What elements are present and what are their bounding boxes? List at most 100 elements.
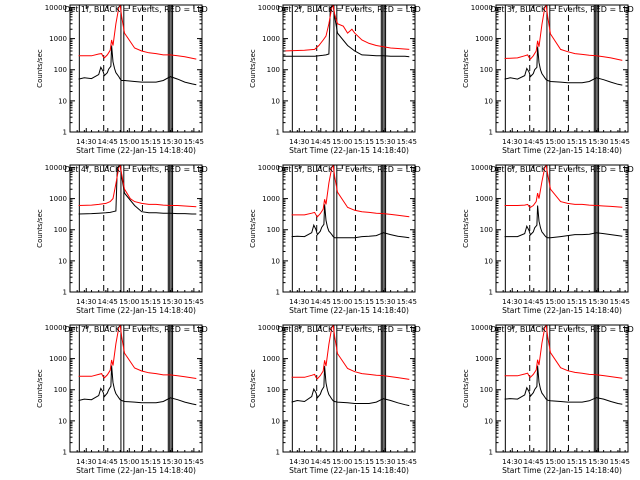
x-axis-label: Start Time (22-Jan-15 14:18:40) xyxy=(289,146,409,155)
y-axis-label: Counts/sec xyxy=(249,369,257,408)
series-line-red xyxy=(504,165,623,209)
x-tick-label: 15:45 xyxy=(184,138,204,146)
plot-frame xyxy=(69,164,203,293)
y-tick-label: 1000 xyxy=(49,195,67,203)
x-tick-label: 14:45 xyxy=(311,298,331,306)
y-tick-label: 10 xyxy=(271,97,280,105)
series-line-red xyxy=(78,325,197,379)
x-tick-label: 15:00 xyxy=(119,138,139,146)
chart-title: Det 4f, BLACK = Events, RED = LLD xyxy=(64,165,208,174)
y-tick-label: 1000 xyxy=(262,35,280,43)
x-tick-label: 15:45 xyxy=(610,298,630,306)
y-axis-label: Counts/sec xyxy=(249,49,257,88)
series-line-black xyxy=(291,204,410,239)
x-axis-label: Start Time (22-Jan-15 14:18:40) xyxy=(502,306,622,315)
x-tick-label: 15:15 xyxy=(141,458,161,466)
x-tick-label: 14:30 xyxy=(289,458,309,466)
chart-title: Det 7f, BLACK = Events, RED = LLD xyxy=(64,325,208,334)
y-tick-label: 1 xyxy=(276,449,280,457)
x-tick-label: 15:15 xyxy=(354,458,374,466)
y-axis-label: Counts/sec xyxy=(462,209,470,248)
y-tick-label: 1000 xyxy=(262,355,280,363)
chart-title: Det 9f, BLACK = Events, RED = LLD xyxy=(490,325,634,334)
chart-panel-7: 1 10 100 1000 10000 14:30 14:45 15:00 15:15 15:30… xyxy=(36,324,208,475)
x-tick-label: 15:30 xyxy=(375,458,395,466)
series-line-black xyxy=(78,365,197,406)
x-tick-label: 15:00 xyxy=(119,458,139,466)
plot-frame xyxy=(69,4,203,133)
y-tick-label: 10 xyxy=(271,417,280,425)
plot-frame xyxy=(282,164,416,293)
x-axis-label: Start Time (22-Jan-15 14:18:40) xyxy=(502,146,622,155)
series-line-black xyxy=(78,165,197,215)
y-axis-label: Counts/sec xyxy=(462,49,470,88)
x-tick-label: 15:00 xyxy=(119,298,139,306)
x-tick-label: 15:30 xyxy=(375,138,395,146)
x-tick-label: 15:30 xyxy=(162,138,182,146)
x-tick-label: 15:15 xyxy=(141,138,161,146)
y-tick-label: 10000 xyxy=(471,4,493,12)
y-tick-label: 10 xyxy=(271,257,280,265)
x-tick-label: 15:00 xyxy=(332,298,352,306)
plot-frame xyxy=(495,164,629,293)
x-axis-label: Start Time (22-Jan-15 14:18:40) xyxy=(76,146,196,155)
chart-panel-9: 1 10 100 1000 10000 14:30 14:45 15:00 15:15 15:30… xyxy=(462,324,634,475)
chart-panel-3: 1 10 100 1000 10000 14:30 14:45 15:00 15:15 15:30… xyxy=(462,4,634,155)
plot-frame xyxy=(282,4,416,133)
y-axis-label: Counts/sec xyxy=(36,49,44,88)
y-axis-label: Counts/sec xyxy=(462,369,470,408)
x-tick-label: 14:30 xyxy=(76,458,96,466)
x-tick-label: 15:30 xyxy=(588,298,608,306)
chart-panel-5: 1 10 100 1000 10000 14:30 14:45 15:00 15:15 15:30… xyxy=(249,164,421,315)
y-tick-label: 1 xyxy=(489,449,493,457)
y-tick-label: 1 xyxy=(276,289,280,297)
y-tick-label: 10000 xyxy=(45,164,67,172)
series-line-black xyxy=(504,205,623,239)
y-tick-label: 10000 xyxy=(45,4,67,12)
y-tick-label: 100 xyxy=(480,66,493,74)
x-tick-label: 15:00 xyxy=(545,458,565,466)
x-tick-label: 15:15 xyxy=(567,298,587,306)
chart-panel-6: 1 10 100 1000 10000 14:30 14:45 15:00 15:15 15:30… xyxy=(462,164,634,315)
y-tick-label: 100 xyxy=(267,386,280,394)
y-tick-label: 10000 xyxy=(258,164,280,172)
y-axis-label: Counts/sec xyxy=(36,369,44,408)
x-tick-label: 15:15 xyxy=(141,298,161,306)
series-line-black xyxy=(283,5,410,58)
x-tick-label: 15:00 xyxy=(332,138,352,146)
x-tick-label: 14:45 xyxy=(98,298,118,306)
y-tick-label: 1 xyxy=(489,129,493,137)
y-tick-label: 1 xyxy=(63,449,67,457)
series-line-black xyxy=(291,365,410,407)
chart-title: Det 1f, BLACK = Events, RED = LLD xyxy=(64,5,208,14)
x-tick-label: 14:45 xyxy=(311,138,331,146)
x-tick-label: 15:30 xyxy=(588,458,608,466)
y-tick-label: 1000 xyxy=(49,355,67,363)
x-tick-label: 15:45 xyxy=(397,138,417,146)
chart-panel-2: 1 10 100 1000 10000 14:30 14:45 15:00 15:15 15:30… xyxy=(249,4,421,155)
chart-panel-4: 1 10 100 1000 10000 14:30 14:45 15:00 15:15 15:30… xyxy=(36,164,208,315)
x-tick-label: 15:15 xyxy=(567,138,587,146)
x-tick-label: 15:45 xyxy=(397,298,417,306)
x-axis-label: Start Time (22-Jan-15 14:18:40) xyxy=(502,466,622,475)
series-line-red xyxy=(291,165,410,218)
y-tick-label: 1000 xyxy=(49,35,67,43)
y-tick-label: 10 xyxy=(58,97,67,105)
x-tick-label: 15:15 xyxy=(354,298,374,306)
y-tick-label: 10 xyxy=(484,97,493,105)
y-tick-label: 100 xyxy=(480,226,493,234)
x-tick-label: 14:30 xyxy=(502,138,522,146)
x-tick-label: 14:45 xyxy=(311,458,331,466)
x-axis-label: Start Time (22-Jan-15 14:18:40) xyxy=(76,306,196,315)
x-tick-label: 14:30 xyxy=(76,138,96,146)
plot-frame xyxy=(69,324,203,453)
plot-frame xyxy=(495,4,629,133)
chart-title: Det 8f, BLACK = Events, RED = LLD xyxy=(277,325,421,334)
chart-panel-1: 1 10 100 1000 10000 14:30 14:45 15:00 15:15 15:30… xyxy=(36,4,208,155)
x-tick-label: 14:30 xyxy=(289,138,309,146)
plot-frame xyxy=(495,324,629,453)
x-tick-label: 15:00 xyxy=(332,458,352,466)
y-tick-label: 1 xyxy=(489,289,493,297)
x-tick-label: 15:00 xyxy=(545,138,565,146)
